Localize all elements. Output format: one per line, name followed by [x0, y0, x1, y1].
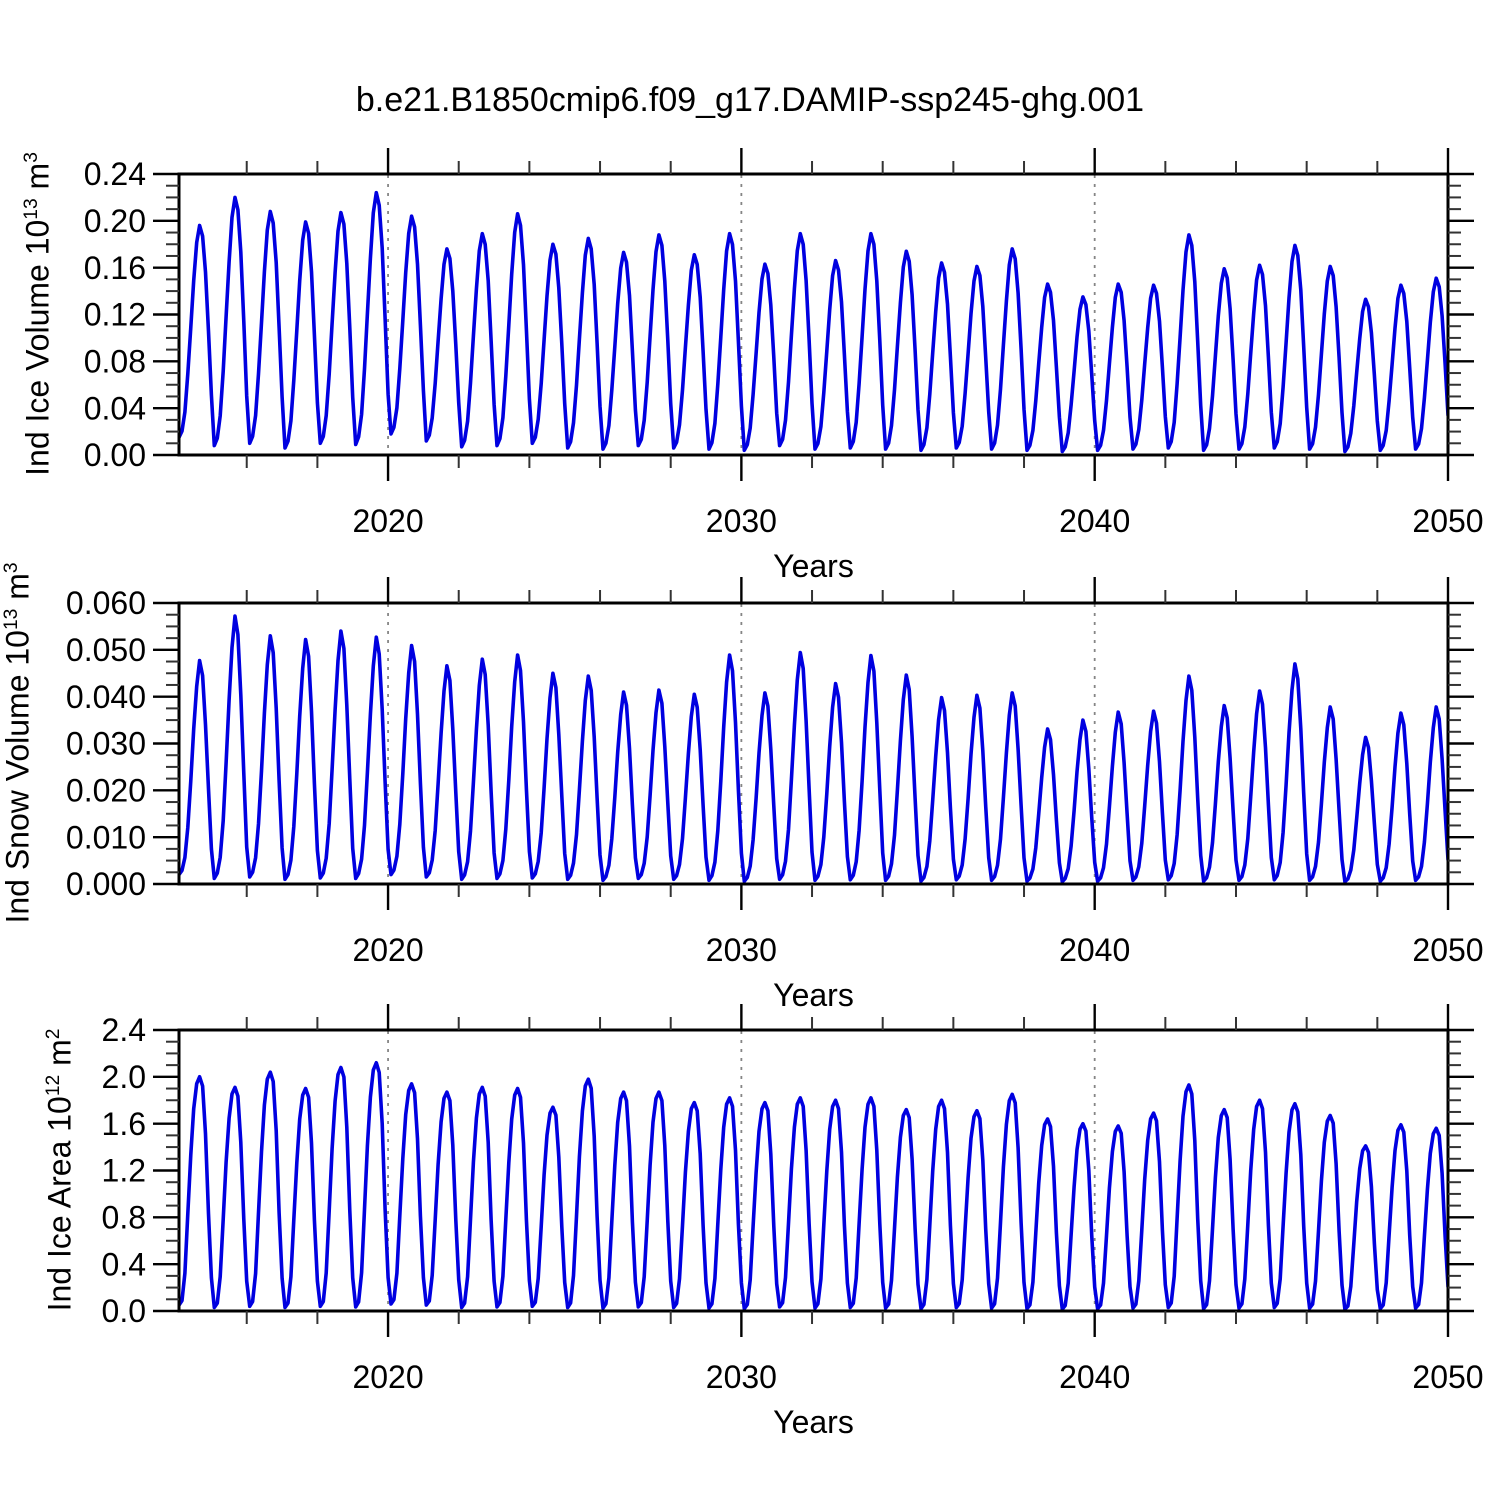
y-tick-label: 0.040 [66, 679, 146, 715]
x-tick-label: 2020 [352, 1359, 423, 1395]
x-tick-label: 2030 [706, 1359, 777, 1395]
major-ticks [153, 148, 1474, 481]
y-axis-title-text: Ind Ice Area 10 [41, 1096, 78, 1312]
x-tick-label: 2030 [706, 503, 777, 539]
y-tick-label: 0.12 [84, 297, 146, 333]
major-ticks [153, 1004, 1474, 1337]
series-line-panel-3 [179, 1061, 1448, 1311]
y-tick-label: 0.00 [84, 437, 146, 473]
panel-2: 2020 2030 2040 2050 0.000 0.010 0.020 0.030 0.04… [66, 577, 1484, 968]
y-tick-label: 0.050 [66, 632, 146, 668]
x-tick-label: 2050 [1412, 932, 1483, 968]
minor-ticks [166, 161, 1461, 468]
minor-ticks [166, 590, 1461, 897]
x-tick-label: 2030 [706, 932, 777, 968]
y-axis-title-text: Ind Snow Volume 10 [0, 630, 36, 924]
y-tick-label: 0.04 [84, 390, 146, 426]
exponent: 13 [0, 608, 22, 631]
x-axis-title-panel-2: Years [773, 977, 854, 1013]
x-tick-label: 2040 [1059, 932, 1130, 968]
y-tick-label: 0.20 [84, 203, 146, 239]
y-tick-label: 0.010 [66, 819, 146, 855]
x-tick-label: 2020 [352, 503, 423, 539]
x-axis-title-panel-1: Years [773, 548, 854, 584]
x-tick-label: 2050 [1412, 503, 1483, 539]
x-tick-label: 2040 [1059, 1359, 1130, 1395]
y-tick-label: 1.6 [102, 1106, 146, 1142]
y-tick-label: 0.020 [66, 773, 146, 809]
y-axis-title-ice-area: Ind Ice Area 1012 m2 [42, 1029, 79, 1312]
exponent: 2 [42, 1028, 64, 1040]
panel-1: 2020 2030 2040 2050 0.00 0.04 0.08 0.12 0.16 0.20… [84, 148, 1484, 539]
y-axis-title-snow-volume: Ind Snow Volume 1013 m3 [0, 562, 37, 923]
y-tick-label: 1.2 [102, 1153, 146, 1189]
y-tick-label: 0.8 [102, 1200, 146, 1236]
x-tick-label: 2020 [352, 932, 423, 968]
y-tick-label: 0.4 [102, 1246, 146, 1282]
exponent: 3 [0, 562, 22, 574]
y-tick-label: 2.0 [102, 1059, 146, 1095]
y-tick-label: 0.000 [66, 866, 146, 902]
y-tick-label: 0.030 [66, 726, 146, 762]
y-axis-title-text: Ind Ice Volume 10 [19, 219, 56, 476]
x-tick-label: 2040 [1059, 503, 1130, 539]
y-axis-title-unit: m [19, 162, 56, 199]
major-ticks [153, 577, 1474, 910]
y-tick-label: 0.060 [66, 585, 146, 621]
y-tick-label: 0.08 [84, 344, 146, 380]
plot-frame [177, 1028, 1450, 1313]
exponent: 12 [42, 1074, 64, 1097]
y-axis-title-ice-volume: Ind Ice Volume 1013 m3 [20, 152, 57, 476]
y-axis-title-unit: m [41, 1039, 78, 1075]
y-tick-label: 2.4 [102, 1012, 146, 1048]
series-line-panel-1 [179, 190, 1448, 454]
minor-ticks [166, 1017, 1461, 1324]
chart-title: b.e21.B1850cmip6.f09_g17.DAMIP-ssp245-gh… [355, 81, 1145, 119]
series-line-panel-2 [179, 614, 1448, 884]
y-axis-title-unit: m [0, 573, 36, 609]
y-tick-label: 0.0 [102, 1293, 146, 1329]
y-tick-label: 0.24 [84, 156, 146, 192]
panel-3: 2020 2030 2040 2050 0.0 0.4 0.8 1.2 1.6 2.0 2.4 [102, 1004, 1484, 1395]
x-axis-title-panel-3: Years [773, 1404, 854, 1440]
x-tick-label: 2050 [1412, 1359, 1483, 1395]
exponent: 13 [20, 198, 42, 220]
exponent: 3 [20, 152, 42, 163]
y-tick-label: 0.16 [84, 250, 146, 286]
